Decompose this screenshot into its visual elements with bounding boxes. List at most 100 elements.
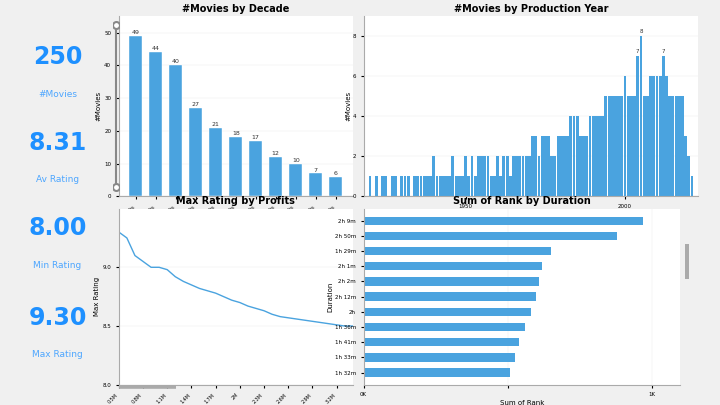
- Bar: [364, 323, 525, 331]
- Bar: [570, 116, 572, 196]
- Bar: [576, 116, 579, 196]
- Bar: [630, 96, 633, 196]
- Bar: [675, 96, 678, 196]
- Bar: [483, 156, 486, 196]
- Bar: [364, 277, 539, 286]
- Bar: [690, 177, 693, 196]
- Bar: [364, 232, 617, 240]
- Bar: [471, 156, 474, 196]
- Bar: [454, 177, 457, 196]
- Bar: [169, 65, 182, 196]
- Bar: [382, 177, 384, 196]
- Bar: [493, 177, 496, 196]
- Bar: [426, 177, 429, 196]
- Bar: [614, 96, 617, 196]
- Text: 18: 18: [232, 132, 240, 136]
- Bar: [639, 36, 642, 196]
- Bar: [512, 156, 515, 196]
- Bar: [329, 177, 342, 196]
- Bar: [563, 136, 566, 196]
- Bar: [617, 96, 620, 196]
- Bar: [665, 76, 668, 196]
- Text: 250: 250: [33, 45, 82, 69]
- Bar: [685, 244, 689, 279]
- Bar: [633, 96, 636, 196]
- Bar: [394, 177, 397, 196]
- Title: Max Rating by Profits: Max Rating by Profits: [176, 196, 295, 207]
- Bar: [150, 52, 163, 196]
- Text: 49: 49: [132, 30, 140, 35]
- Bar: [585, 136, 588, 196]
- Text: 7: 7: [636, 49, 639, 54]
- Text: 21: 21: [212, 122, 220, 127]
- Y-axis label: Max Rating: Max Rating: [94, 277, 99, 316]
- Bar: [480, 156, 483, 196]
- Bar: [461, 177, 464, 196]
- Bar: [474, 177, 477, 196]
- Bar: [189, 108, 202, 196]
- Bar: [646, 96, 649, 196]
- Bar: [364, 247, 551, 255]
- Bar: [681, 96, 684, 196]
- Bar: [364, 353, 515, 362]
- Bar: [404, 177, 407, 196]
- Text: 8.31: 8.31: [29, 130, 86, 155]
- Bar: [391, 177, 394, 196]
- Bar: [557, 136, 559, 196]
- Bar: [627, 96, 630, 196]
- Bar: [442, 177, 445, 196]
- Bar: [592, 116, 595, 196]
- Bar: [560, 136, 563, 196]
- Bar: [684, 136, 687, 196]
- Title: Sum of Rank by Duration: Sum of Rank by Duration: [453, 196, 591, 207]
- Bar: [445, 177, 448, 196]
- Text: 8: 8: [639, 29, 643, 34]
- Bar: [554, 156, 557, 196]
- Bar: [649, 76, 652, 196]
- Bar: [432, 156, 435, 196]
- Bar: [608, 96, 611, 196]
- Bar: [499, 177, 502, 196]
- Bar: [364, 369, 510, 377]
- Title: #Movies by Decade: #Movies by Decade: [182, 4, 289, 14]
- Bar: [487, 156, 490, 196]
- Text: 8.00: 8.00: [28, 216, 87, 240]
- Bar: [369, 177, 372, 196]
- Bar: [490, 177, 492, 196]
- Bar: [423, 177, 426, 196]
- Y-axis label: #Movies: #Movies: [345, 91, 351, 122]
- Bar: [364, 292, 536, 301]
- Bar: [547, 136, 550, 196]
- Y-axis label: #Movies: #Movies: [95, 91, 102, 122]
- Bar: [269, 157, 282, 196]
- Bar: [413, 177, 416, 196]
- Bar: [624, 76, 626, 196]
- Bar: [400, 177, 403, 196]
- Bar: [210, 128, 222, 196]
- Bar: [521, 156, 524, 196]
- Bar: [544, 136, 546, 196]
- Bar: [598, 116, 601, 196]
- Bar: [249, 141, 262, 196]
- Bar: [672, 96, 675, 196]
- Bar: [550, 156, 553, 196]
- Bar: [572, 116, 575, 196]
- Bar: [541, 136, 544, 196]
- Bar: [467, 177, 470, 196]
- Bar: [407, 177, 410, 196]
- Bar: [229, 137, 243, 196]
- Bar: [509, 177, 512, 196]
- Bar: [384, 177, 387, 196]
- Text: 27: 27: [192, 102, 200, 107]
- Text: 44: 44: [152, 46, 160, 51]
- Bar: [518, 156, 521, 196]
- Bar: [477, 156, 480, 196]
- Text: 9.30: 9.30: [28, 306, 87, 330]
- Text: 10: 10: [292, 158, 300, 163]
- Title: #Movies by Production Year: #Movies by Production Year: [454, 4, 608, 14]
- Bar: [436, 177, 438, 196]
- Bar: [496, 156, 499, 196]
- Bar: [364, 217, 643, 225]
- Bar: [528, 156, 531, 196]
- Bar: [429, 177, 432, 196]
